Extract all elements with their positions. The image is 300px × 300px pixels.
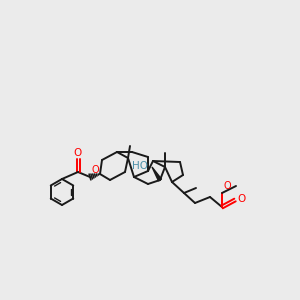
Text: O: O: [237, 194, 245, 204]
Text: O: O: [74, 148, 82, 158]
Polygon shape: [152, 167, 161, 181]
Text: O: O: [223, 181, 231, 191]
Text: HO: HO: [132, 161, 148, 171]
Text: O: O: [92, 165, 100, 175]
